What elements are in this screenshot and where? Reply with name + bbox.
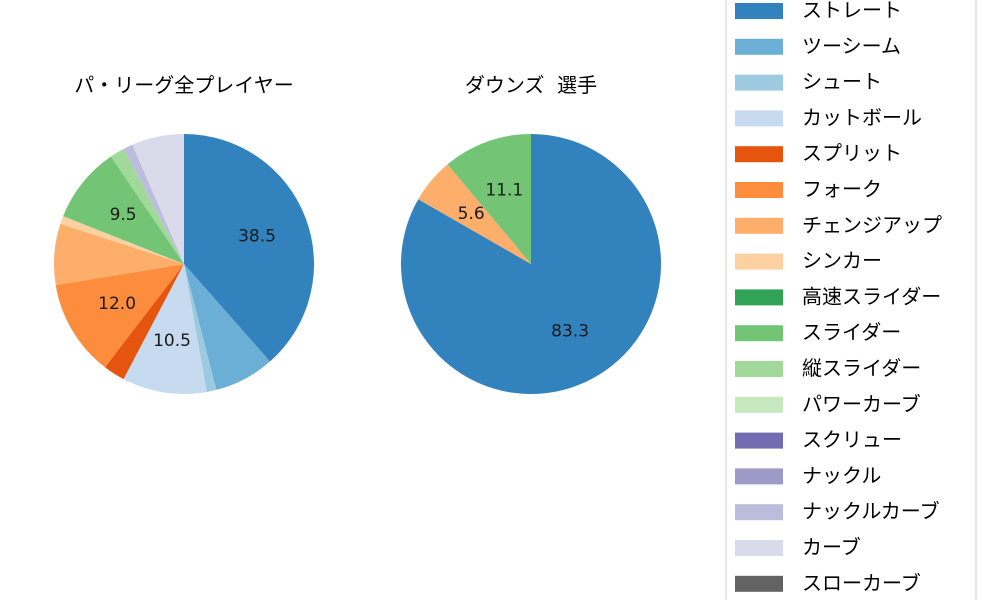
pie-slice: [53, 223, 184, 286]
legend-label: スプリット: [802, 141, 902, 165]
legend-swatch: [735, 504, 783, 521]
pie-slice: [184, 134, 314, 362]
legend-swatch: [735, 361, 783, 377]
legend-swatch: [735, 74, 783, 91]
legend-swatch: [735, 468, 783, 485]
pie-slice: [63, 156, 184, 264]
pie-title-downs: ダウンズ 選手: [465, 73, 597, 97]
pie-data-label: 12.0: [98, 294, 136, 314]
pie-slice: [123, 264, 207, 394]
legend-label: ナックルカーブ: [802, 499, 940, 523]
pie-slice: [184, 264, 270, 390]
legend-label: ナックル: [802, 463, 881, 487]
pie-slice: [401, 134, 662, 394]
legend-label: 縦スライダー: [802, 356, 921, 380]
legend-label: シュート: [802, 70, 882, 94]
legend-label: カーブ: [802, 535, 861, 559]
legend-label: チェンジアップ: [802, 213, 942, 237]
legend-swatch: [735, 146, 783, 163]
legend-swatch: [735, 432, 783, 449]
legend-swatch: [735, 38, 783, 55]
legend-label: ストレート: [802, 0, 902, 22]
pie-slice: [132, 134, 184, 264]
legend-label: 高速スライダー: [802, 284, 941, 308]
pie-slice: [60, 216, 184, 264]
pie-data-label: 9.5: [110, 205, 137, 225]
pie-data-label: 83.3: [551, 322, 589, 342]
legend: ストレートツーシームシュートカットボールスプリットフォークチェンジアップシンカー…: [725, 0, 977, 600]
pie-slice: [123, 144, 184, 264]
legend-label: パワーカーブ: [802, 392, 921, 416]
pie-slice: [104, 264, 184, 380]
legend-label: カットボール: [802, 105, 922, 129]
legend-swatch: [735, 325, 783, 342]
legend-swatch: [735, 396, 783, 413]
pie-data-label: 10.5: [153, 331, 191, 351]
pie-chart-all-players: パ・リーグ全プレイヤー 38.5 10.5 12.0 9.5: [53, 73, 314, 394]
pie-data-label: 11.1: [485, 181, 523, 201]
pie-slice: [110, 148, 184, 264]
pie-slice: [418, 164, 531, 264]
pie-data-label: 38.5: [238, 226, 276, 246]
pie-slice: [55, 264, 185, 368]
legend-swatch: [735, 575, 783, 592]
legend-swatch: [735, 253, 783, 270]
legend-label: スクリュー: [802, 428, 902, 452]
legend-frame: [725, 0, 977, 600]
legend-label: フォーク: [802, 177, 882, 201]
legend-swatch: [735, 182, 783, 198]
legend-swatch: [735, 217, 783, 234]
legend-swatch: [735, 540, 783, 556]
legend-swatch: [735, 110, 783, 127]
legend-swatch: [735, 3, 783, 19]
pie-chart-downs: ダウンズ 選手 83.3 5.611.1: [401, 73, 662, 394]
legend-swatch: [735, 289, 783, 306]
pie-slice: [447, 134, 531, 264]
pie-data-label: 5.6: [458, 204, 485, 224]
pie-slice: [184, 264, 217, 392]
legend-label: ツーシーム: [802, 34, 901, 58]
pie-title-all-players: パ・リーグ全プレイヤー: [74, 73, 293, 97]
legend-label: スローカーブ: [802, 571, 921, 595]
legend-label: シンカー: [802, 249, 882, 273]
legend-label: スライダー: [802, 320, 901, 344]
